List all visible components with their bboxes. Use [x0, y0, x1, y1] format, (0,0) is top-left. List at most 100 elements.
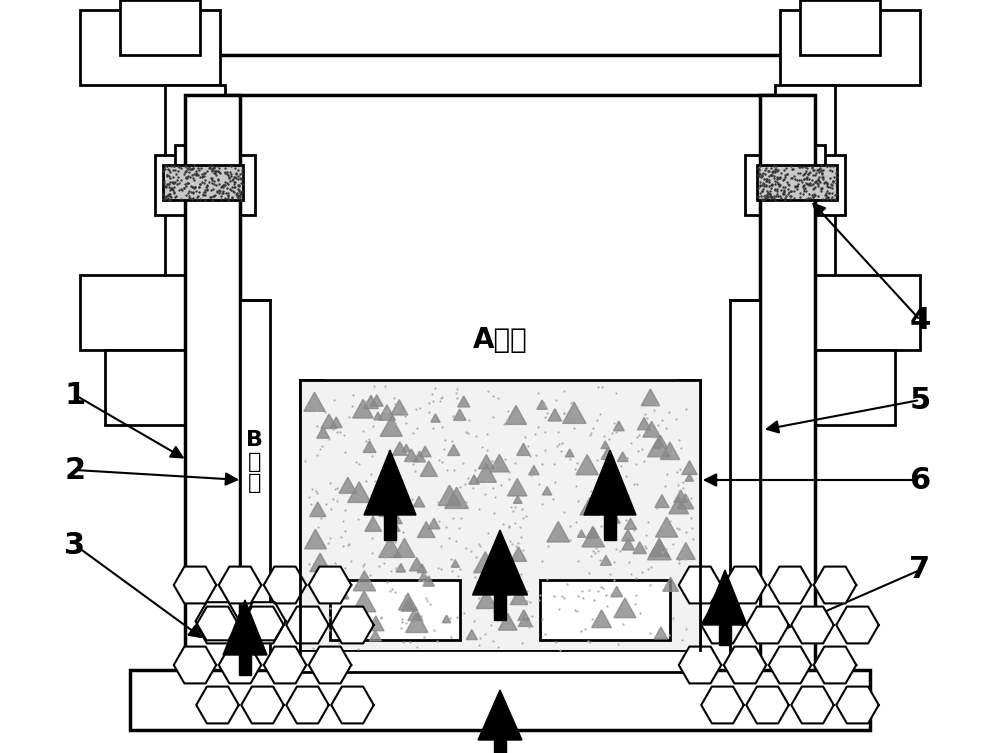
Polygon shape [223, 600, 267, 655]
Polygon shape [453, 409, 466, 420]
Bar [163, 165, 243, 200]
Bar [757, 165, 837, 200]
Bar [300, 380, 322, 670]
Polygon shape [814, 647, 856, 684]
Polygon shape [348, 482, 371, 502]
Polygon shape [409, 557, 424, 571]
Polygon shape [239, 655, 251, 675]
Polygon shape [669, 496, 689, 514]
Polygon shape [438, 485, 461, 505]
Polygon shape [353, 399, 373, 418]
Polygon shape [547, 522, 570, 542]
Polygon shape [580, 498, 599, 515]
Polygon shape [724, 566, 766, 603]
Polygon shape [445, 487, 468, 508]
Polygon shape [310, 502, 326, 517]
Bar [105, 350, 200, 425]
Polygon shape [423, 576, 434, 586]
Polygon shape [494, 740, 506, 753]
Polygon shape [703, 570, 747, 625]
Polygon shape [379, 537, 401, 557]
Polygon shape [676, 543, 695, 559]
Polygon shape [653, 435, 668, 448]
Polygon shape [379, 501, 396, 517]
Polygon shape [310, 553, 331, 572]
Polygon shape [370, 395, 383, 406]
Polygon shape [655, 495, 669, 508]
Polygon shape [649, 538, 669, 556]
Text: A区域: A区域 [473, 326, 527, 354]
Bar [120, 0, 200, 55]
Polygon shape [791, 607, 834, 643]
Bar [300, 380, 700, 650]
Polygon shape [478, 690, 522, 740]
Polygon shape [174, 566, 216, 603]
Polygon shape [484, 572, 504, 589]
Polygon shape [442, 615, 451, 623]
Polygon shape [643, 421, 660, 437]
Polygon shape [614, 598, 636, 617]
Polygon shape [518, 610, 530, 620]
Polygon shape [654, 627, 668, 639]
Text: 6: 6 [909, 465, 931, 495]
Polygon shape [353, 591, 376, 611]
Polygon shape [601, 448, 614, 459]
Polygon shape [746, 607, 789, 643]
Polygon shape [402, 444, 410, 452]
Polygon shape [321, 414, 337, 428]
Polygon shape [624, 518, 637, 529]
Polygon shape [386, 509, 402, 523]
Polygon shape [510, 547, 527, 561]
Polygon shape [510, 589, 528, 605]
Polygon shape [476, 464, 496, 483]
Polygon shape [647, 538, 671, 559]
Polygon shape [633, 541, 646, 553]
Polygon shape [196, 602, 240, 640]
Polygon shape [685, 474, 694, 481]
Polygon shape [476, 590, 497, 608]
Polygon shape [663, 578, 678, 591]
Bar [175, 145, 235, 165]
Text: B
区
域: B 区 域 [246, 430, 264, 493]
Polygon shape [473, 530, 528, 595]
Polygon shape [513, 495, 522, 504]
Polygon shape [582, 526, 605, 547]
Polygon shape [517, 444, 530, 456]
Polygon shape [392, 524, 400, 532]
Polygon shape [353, 571, 376, 591]
Polygon shape [339, 477, 357, 493]
Polygon shape [332, 584, 349, 599]
Bar [745, 155, 845, 215]
Polygon shape [374, 412, 382, 420]
Polygon shape [791, 687, 834, 724]
Polygon shape [584, 450, 636, 515]
Polygon shape [448, 444, 460, 456]
Polygon shape [601, 441, 610, 449]
Polygon shape [458, 396, 470, 407]
Polygon shape [286, 607, 329, 643]
Polygon shape [331, 572, 340, 581]
Polygon shape [365, 517, 381, 532]
Polygon shape [324, 568, 339, 581]
Polygon shape [368, 616, 384, 631]
Polygon shape [586, 526, 599, 538]
Polygon shape [418, 572, 429, 581]
Bar [765, 145, 825, 165]
Polygon shape [417, 522, 435, 538]
Bar [185, 55, 815, 95]
Polygon shape [641, 389, 660, 406]
Polygon shape [369, 630, 381, 641]
Polygon shape [478, 578, 492, 590]
Polygon shape [537, 400, 547, 410]
Polygon shape [466, 630, 477, 639]
Polygon shape [331, 687, 374, 724]
Polygon shape [305, 529, 326, 549]
Polygon shape [364, 395, 378, 409]
Bar [730, 300, 760, 670]
Polygon shape [469, 475, 479, 484]
Polygon shape [241, 607, 284, 643]
Polygon shape [363, 441, 376, 453]
Polygon shape [264, 647, 306, 684]
Polygon shape [490, 454, 509, 472]
Polygon shape [380, 416, 402, 436]
